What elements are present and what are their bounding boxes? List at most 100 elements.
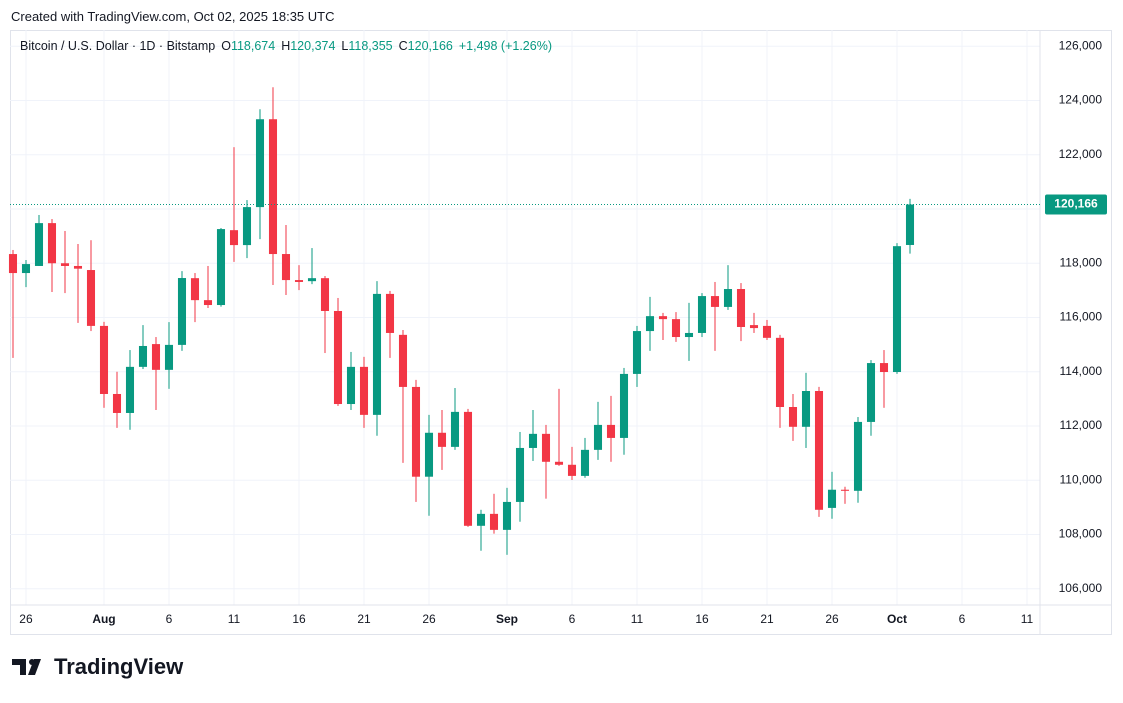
chart-frame bbox=[10, 30, 1112, 635]
x-tick-label: 6 bbox=[569, 612, 576, 626]
candle-body bbox=[151, 344, 161, 370]
candle-body bbox=[502, 501, 512, 530]
candle-body bbox=[528, 433, 538, 448]
candle-body bbox=[541, 433, 551, 462]
candle-body bbox=[463, 411, 473, 526]
candle-body bbox=[827, 489, 837, 508]
y-tick-label: 126,000 bbox=[1059, 38, 1103, 52]
candle-body bbox=[34, 223, 44, 266]
y-tick-label: 124,000 bbox=[1059, 93, 1103, 107]
credit: Created with TradingView.com, Oct 02, 20… bbox=[11, 9, 335, 24]
candle-body bbox=[307, 278, 317, 282]
y-tick-label: 112,000 bbox=[1060, 418, 1103, 432]
candle-body bbox=[190, 278, 200, 301]
candle-body bbox=[8, 254, 18, 274]
legend-value: 118,355 bbox=[348, 39, 393, 53]
x-tick-label: 26 bbox=[422, 612, 436, 626]
candle-body bbox=[372, 293, 382, 415]
candle-body bbox=[489, 513, 499, 530]
candle-body bbox=[281, 254, 291, 281]
x-tick-label: 26 bbox=[19, 612, 33, 626]
candle-body bbox=[320, 278, 330, 311]
candle-body bbox=[164, 344, 174, 370]
candle-body bbox=[723, 289, 733, 307]
candle-body bbox=[606, 424, 616, 438]
legend: Bitcoin / U.S. Dollar · 1D · Bitstamp O11… bbox=[20, 39, 558, 53]
candle-body bbox=[359, 366, 369, 415]
candle-body bbox=[580, 449, 590, 476]
candle-body bbox=[710, 296, 720, 307]
legend-label: H bbox=[281, 39, 291, 53]
change: +1,498 (+1.26%) bbox=[458, 39, 552, 53]
candle-body bbox=[73, 265, 83, 269]
candle-body bbox=[632, 331, 642, 374]
y-tick-label: 108,000 bbox=[1059, 527, 1103, 541]
candle-body bbox=[450, 411, 460, 447]
candle-body bbox=[229, 230, 239, 246]
candle-body bbox=[593, 424, 603, 450]
y-tick-label: 114,000 bbox=[1060, 364, 1103, 378]
legend-label: C bbox=[398, 39, 408, 53]
candle-body bbox=[125, 366, 135, 413]
y-tick-label: 106,000 bbox=[1059, 581, 1103, 595]
x-tick-label: Aug bbox=[92, 612, 115, 626]
x-tick-label: 6 bbox=[959, 612, 966, 626]
x-tick-label: 21 bbox=[357, 612, 371, 626]
legend-label: O bbox=[221, 39, 231, 53]
legend-label: L bbox=[341, 39, 349, 53]
candle-body bbox=[424, 432, 434, 477]
legend-value: 120,166 bbox=[407, 39, 453, 53]
x-tick-label: 11 bbox=[631, 612, 644, 626]
candle-body bbox=[112, 393, 122, 413]
ohlc-legend: O118,674 H120,374 L118,355 C120,166 bbox=[221, 39, 459, 53]
candle-body bbox=[216, 229, 226, 306]
candle-body bbox=[697, 296, 707, 333]
candle-body bbox=[255, 119, 265, 208]
candle-body bbox=[21, 264, 31, 274]
candle-body bbox=[671, 319, 681, 338]
y-tick-label: 122,000 bbox=[1059, 147, 1103, 161]
candle-body bbox=[99, 325, 109, 394]
last-price-box bbox=[1045, 194, 1107, 215]
candle-body bbox=[411, 386, 421, 477]
candle-body bbox=[905, 204, 915, 245]
legend-value: 118,674 bbox=[230, 39, 276, 53]
candle-body bbox=[619, 373, 629, 438]
x-tick-label: 11 bbox=[228, 612, 241, 626]
candle-body bbox=[138, 345, 148, 367]
candle-body bbox=[203, 300, 213, 306]
candle-body bbox=[775, 337, 785, 408]
candle-body bbox=[892, 246, 902, 373]
candle-body bbox=[658, 316, 668, 320]
brand-logo bbox=[12, 659, 41, 675]
candle-body bbox=[879, 363, 889, 373]
candle-body bbox=[645, 316, 655, 332]
candle-body bbox=[840, 489, 850, 491]
brand-name: TradingView bbox=[54, 654, 184, 679]
candle-body bbox=[60, 263, 70, 266]
last-price-label: 120,166 bbox=[1054, 197, 1098, 211]
candle-body bbox=[554, 461, 564, 465]
x-tick-label: 26 bbox=[825, 612, 839, 626]
candle-body bbox=[437, 432, 447, 447]
candle-body bbox=[177, 278, 187, 345]
x-tick-label: 16 bbox=[695, 612, 709, 626]
candle-body bbox=[242, 207, 252, 246]
candle-body bbox=[333, 310, 343, 405]
x-tick-label: 21 bbox=[760, 612, 774, 626]
candle-body bbox=[515, 447, 525, 502]
candle-body bbox=[86, 270, 96, 326]
legend-value: 120,374 bbox=[290, 39, 336, 53]
candle-body bbox=[476, 513, 486, 526]
candle-body bbox=[47, 223, 57, 264]
x-tick-label: 6 bbox=[166, 612, 173, 626]
x-tick-label: Sep bbox=[496, 612, 518, 626]
y-tick-label: 118,000 bbox=[1060, 255, 1103, 269]
candle-body bbox=[385, 293, 395, 333]
y-tick-label: 116,000 bbox=[1060, 310, 1103, 324]
candle-body bbox=[294, 280, 304, 282]
x-tick-label: 11 bbox=[1021, 612, 1034, 626]
brand: TradingView bbox=[12, 654, 183, 680]
candle-body bbox=[749, 325, 759, 329]
